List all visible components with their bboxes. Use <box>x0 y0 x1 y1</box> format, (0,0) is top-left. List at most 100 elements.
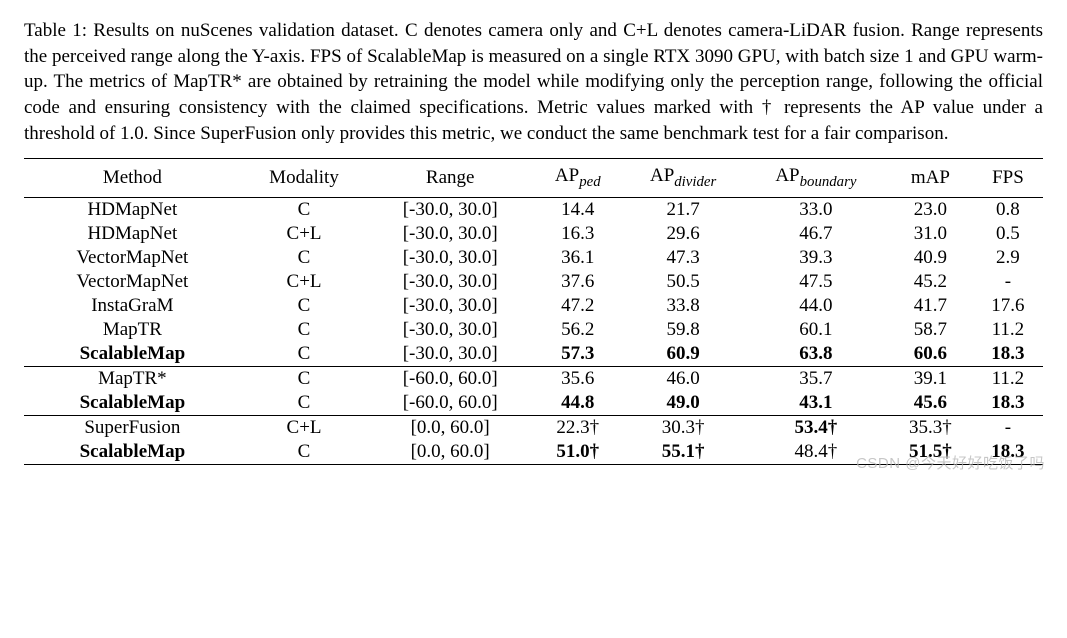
col-modality: Modality <box>241 159 368 198</box>
cell-ap_bnd: 46.7 <box>744 222 888 246</box>
cell-method: VectorMapNet <box>24 246 241 270</box>
table-row: VectorMapNetC+L[-30.0, 30.0]37.650.547.5… <box>24 270 1043 294</box>
cell-ap_ped: 35.6 <box>533 367 622 392</box>
cell-ap_div: 60.9 <box>622 342 743 367</box>
cell-modality: C <box>241 391 368 416</box>
cell-ap_div: 29.6 <box>622 222 743 246</box>
cell-modality: C <box>241 367 368 392</box>
cell-ap_ped: 22.3† <box>533 416 622 441</box>
cell-range: [0.0, 60.0] <box>367 440 533 465</box>
cell-range: [-30.0, 30.0] <box>367 222 533 246</box>
watermark-text: CSDN @今天好好吃饭了吗 <box>856 452 1045 473</box>
cell-range: [-60.0, 60.0] <box>367 391 533 416</box>
cell-ap_bnd: 35.7 <box>744 367 888 392</box>
col-method: Method <box>24 159 241 198</box>
cell-range: [0.0, 60.0] <box>367 416 533 441</box>
table-row: VectorMapNetC[-30.0, 30.0]36.147.339.340… <box>24 246 1043 270</box>
table-row: ScalableMapC[-30.0, 30.0]57.360.963.860.… <box>24 342 1043 367</box>
cell-ap_ped: 57.3 <box>533 342 622 367</box>
cell-range: [-30.0, 30.0] <box>367 270 533 294</box>
cell-ap_bnd: 39.3 <box>744 246 888 270</box>
results-table: Method Modality Range APped APdivider AP… <box>24 158 1043 465</box>
cell-method: HDMapNet <box>24 222 241 246</box>
cell-method: ScalableMap <box>24 440 241 465</box>
cell-fps: 17.6 <box>973 294 1043 318</box>
cell-method: MapTR <box>24 318 241 342</box>
cell-ap_div: 55.1† <box>622 440 743 465</box>
cell-map: 35.3† <box>888 416 973 441</box>
cell-fps: 0.8 <box>973 198 1043 223</box>
cell-ap_div: 50.5 <box>622 270 743 294</box>
cell-modality: C+L <box>241 416 368 441</box>
cell-map: 60.6 <box>888 342 973 367</box>
cell-range: [-30.0, 30.0] <box>367 246 533 270</box>
cell-modality: C <box>241 198 368 223</box>
table-caption: Table 1: Results on nuScenes validation … <box>24 18 1043 146</box>
cell-map: 23.0 <box>888 198 973 223</box>
cell-map: 39.1 <box>888 367 973 392</box>
cell-ap_div: 46.0 <box>622 367 743 392</box>
table-row: MapTRC[-30.0, 30.0]56.259.860.158.711.2 <box>24 318 1043 342</box>
cell-ap_bnd: 60.1 <box>744 318 888 342</box>
cell-ap_bnd: 44.0 <box>744 294 888 318</box>
cell-range: [-30.0, 30.0] <box>367 198 533 223</box>
cell-fps: - <box>973 416 1043 441</box>
table-row: InstaGraMC[-30.0, 30.0]47.233.844.041.71… <box>24 294 1043 318</box>
cell-method: HDMapNet <box>24 198 241 223</box>
cell-map: 40.9 <box>888 246 973 270</box>
table-body: HDMapNetC[-30.0, 30.0]14.421.733.023.00.… <box>24 198 1043 465</box>
cell-ap_bnd: 43.1 <box>744 391 888 416</box>
cell-range: [-30.0, 30.0] <box>367 342 533 367</box>
cell-map: 31.0 <box>888 222 973 246</box>
cell-ap_ped: 56.2 <box>533 318 622 342</box>
col-ap-boundary: APboundary <box>744 159 888 198</box>
cell-method: MapTR* <box>24 367 241 392</box>
cell-modality: C+L <box>241 270 368 294</box>
cell-map: 41.7 <box>888 294 973 318</box>
table-row: HDMapNetC+L[-30.0, 30.0]16.329.646.731.0… <box>24 222 1043 246</box>
cell-modality: C <box>241 246 368 270</box>
cell-range: [-60.0, 60.0] <box>367 367 533 392</box>
cell-method: VectorMapNet <box>24 270 241 294</box>
cell-ap_bnd: 63.8 <box>744 342 888 367</box>
cell-modality: C <box>241 294 368 318</box>
cell-range: [-30.0, 30.0] <box>367 294 533 318</box>
cell-method: ScalableMap <box>24 342 241 367</box>
col-range: Range <box>367 159 533 198</box>
cell-modality: C <box>241 440 368 465</box>
cell-ap_bnd: 53.4† <box>744 416 888 441</box>
cell-ap_bnd: 47.5 <box>744 270 888 294</box>
cell-ap_div: 21.7 <box>622 198 743 223</box>
table-row: MapTR*C[-60.0, 60.0]35.646.035.739.111.2 <box>24 367 1043 392</box>
cell-fps: 0.5 <box>973 222 1043 246</box>
cell-modality: C+L <box>241 222 368 246</box>
cell-map: 45.6 <box>888 391 973 416</box>
cell-ap_div: 33.8 <box>622 294 743 318</box>
cell-ap_div: 49.0 <box>622 391 743 416</box>
cell-fps: - <box>973 270 1043 294</box>
cell-ap_bnd: 33.0 <box>744 198 888 223</box>
cell-fps: 18.3 <box>973 391 1043 416</box>
col-fps: FPS <box>973 159 1043 198</box>
cell-ap_ped: 51.0† <box>533 440 622 465</box>
cell-method: InstaGraM <box>24 294 241 318</box>
cell-ap_ped: 14.4 <box>533 198 622 223</box>
cell-ap_div: 59.8 <box>622 318 743 342</box>
cell-map: 45.2 <box>888 270 973 294</box>
cell-ap_ped: 16.3 <box>533 222 622 246</box>
cell-ap_div: 30.3† <box>622 416 743 441</box>
header-row: Method Modality Range APped APdivider AP… <box>24 159 1043 198</box>
cell-fps: 2.9 <box>973 246 1043 270</box>
cell-ap_ped: 47.2 <box>533 294 622 318</box>
table-row: HDMapNetC[-30.0, 30.0]14.421.733.023.00.… <box>24 198 1043 223</box>
table-row: ScalableMapC[-60.0, 60.0]44.849.043.145.… <box>24 391 1043 416</box>
cell-method: SuperFusion <box>24 416 241 441</box>
cell-map: 58.7 <box>888 318 973 342</box>
col-ap-divider: APdivider <box>622 159 743 198</box>
col-map: mAP <box>888 159 973 198</box>
cell-ap_div: 47.3 <box>622 246 743 270</box>
col-ap-ped: APped <box>533 159 622 198</box>
cell-ap_ped: 36.1 <box>533 246 622 270</box>
cell-method: ScalableMap <box>24 391 241 416</box>
cell-fps: 11.2 <box>973 318 1043 342</box>
